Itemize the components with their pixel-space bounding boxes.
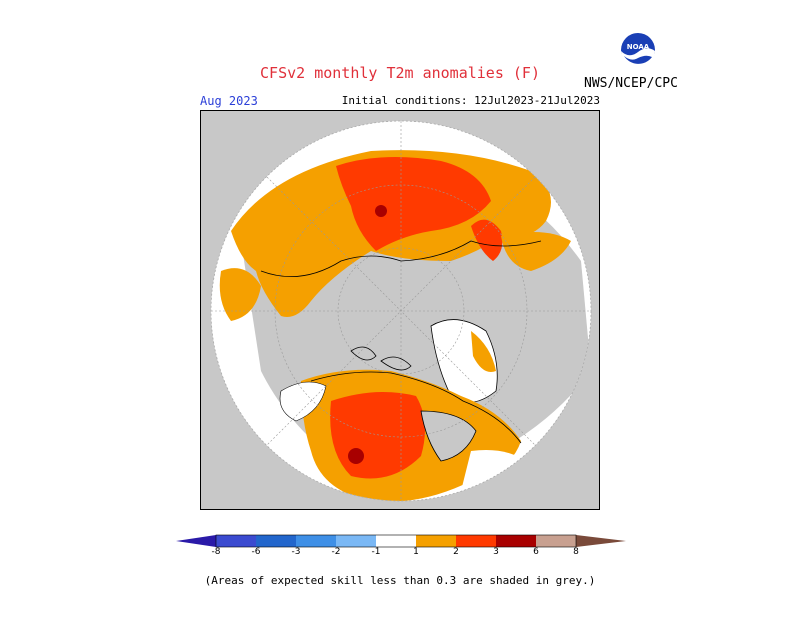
- initial-conditions: Initial conditions: 12Jul2023-21Jul2023: [341, 94, 600, 107]
- alaska-neutral: [279, 381, 327, 422]
- legend-label: 2: [453, 547, 459, 557]
- legend-label: -8: [211, 547, 221, 557]
- legend-neg3-neg2: [296, 535, 336, 547]
- legend-p2-p3: [456, 535, 496, 547]
- noaa-logo: NOAA: [620, 32, 656, 68]
- legend-neg6-neg3: [256, 535, 296, 547]
- agency-label: NWS/NCEP/CPC: [584, 76, 678, 91]
- svg-text:NOAA: NOAA: [627, 43, 650, 51]
- eastern-us-neutral: [461, 450, 531, 492]
- far-east-warm: [219, 268, 261, 321]
- color-legend: [176, 533, 626, 561]
- legend-neg8-neg6: [216, 535, 256, 547]
- legend-p3-p6: [496, 535, 536, 547]
- siberia-hot: [336, 157, 491, 251]
- legend-label: -1: [371, 547, 381, 557]
- siberia-hotspot: [375, 205, 387, 217]
- europe-warm: [501, 232, 571, 271]
- skill-footnote: (Areas of expected skill less than 0.3 a…: [204, 574, 596, 587]
- legend-label: 3: [493, 547, 499, 557]
- forecast-month: Aug 2023: [200, 94, 258, 108]
- polar-map: [200, 110, 600, 510]
- legend-neg2-neg1: [336, 535, 376, 547]
- legend-p1-p2: [416, 535, 456, 547]
- hudson-bay: [420, 410, 477, 462]
- map-title: CFSv2 monthly T2m anomalies (F): [260, 64, 540, 82]
- legend-p6-p8: [536, 535, 576, 547]
- legend-label: 1: [413, 547, 419, 557]
- legend-label: -2: [331, 547, 341, 557]
- legend-le-neg8: [176, 535, 216, 547]
- legend-label: -3: [291, 547, 301, 557]
- greenland-warm: [471, 331, 496, 372]
- legend-neutral: [376, 535, 416, 547]
- canada-hotspot: [348, 448, 364, 464]
- legend-label: 6: [533, 547, 539, 557]
- legend-label: 8: [573, 547, 579, 557]
- legend-ge-p8: [576, 535, 626, 547]
- legend-label: -6: [251, 547, 261, 557]
- scandinavia-hot: [471, 219, 503, 261]
